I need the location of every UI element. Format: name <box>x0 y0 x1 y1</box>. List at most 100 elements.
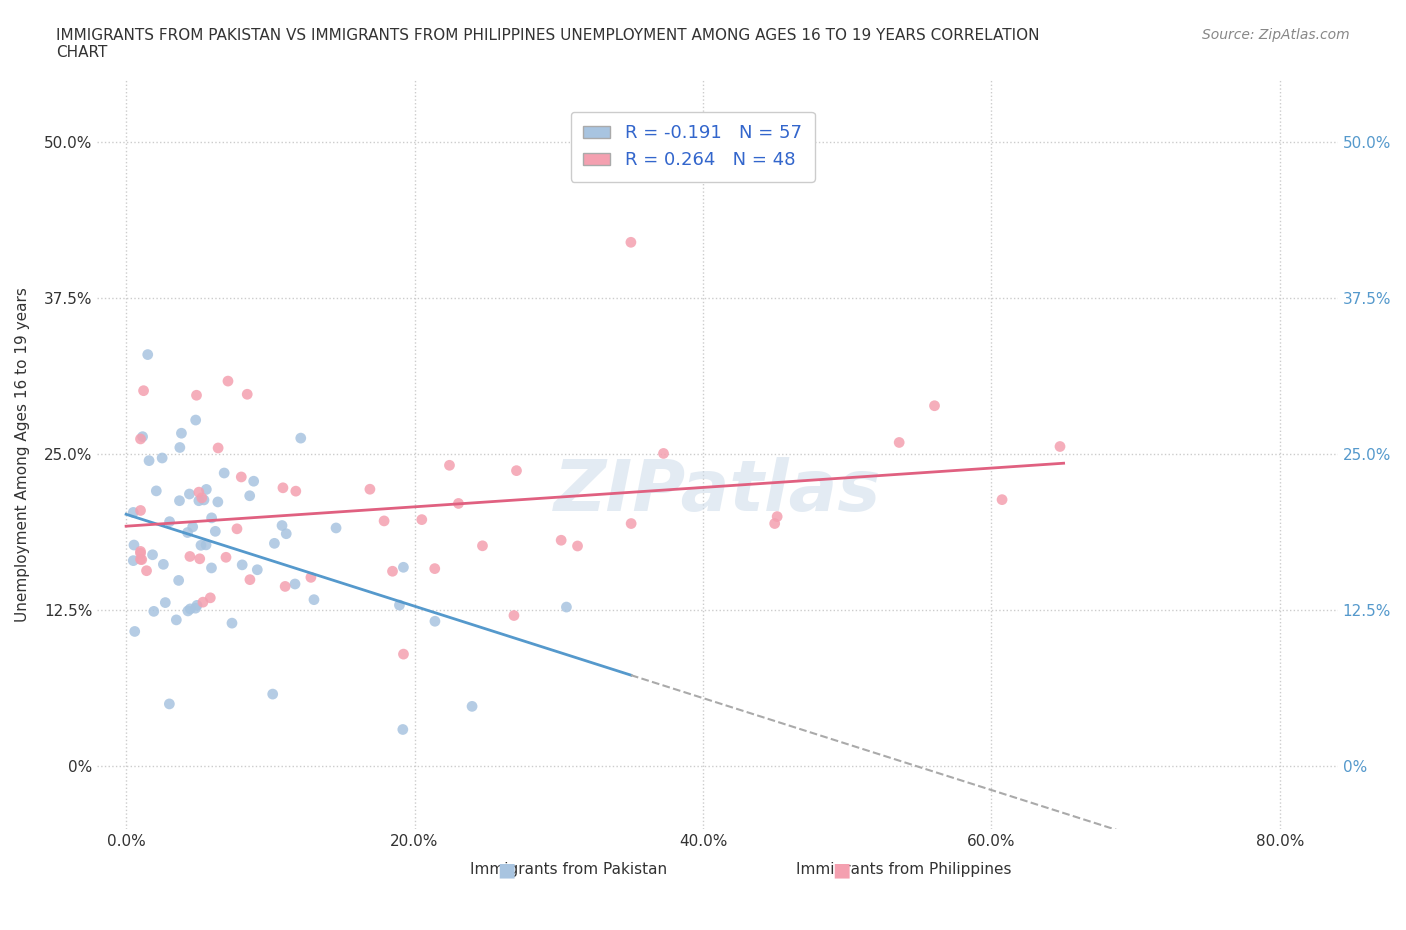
Point <box>181 520 204 535</box>
Point <box>392 646 415 661</box>
Point <box>155 595 177 610</box>
Point <box>170 426 193 441</box>
Point <box>620 516 643 531</box>
Point <box>215 550 238 565</box>
Point <box>177 604 200 618</box>
Point <box>299 570 322 585</box>
Point <box>231 557 253 572</box>
Point <box>392 560 415 575</box>
Point <box>388 598 411 613</box>
Point <box>129 551 152 566</box>
Point <box>122 538 145 552</box>
Legend: R = -0.191   N = 57, R = 0.264   N = 48: R = -0.191 N = 57, R = 0.264 N = 48 <box>571 112 814 182</box>
Point <box>373 513 395 528</box>
Point <box>242 473 264 488</box>
Point <box>567 538 589 553</box>
Point <box>204 524 226 538</box>
Point <box>138 453 160 468</box>
Point <box>239 488 262 503</box>
Point <box>411 512 433 527</box>
Point <box>889 435 911 450</box>
Point <box>276 526 298 541</box>
Point <box>263 536 285 551</box>
Point <box>187 485 209 499</box>
Point <box>239 572 262 587</box>
Point <box>439 458 461 472</box>
Point <box>129 546 152 561</box>
Point <box>207 495 229 510</box>
Point <box>179 549 201 564</box>
Point <box>555 600 578 615</box>
Point <box>129 544 152 559</box>
Point <box>176 525 198 540</box>
Point <box>190 538 212 552</box>
Point <box>188 551 211 566</box>
Point <box>165 613 187 628</box>
Point <box>136 347 159 362</box>
Point <box>186 388 208 403</box>
Point <box>200 561 222 576</box>
Point <box>620 235 643 250</box>
Text: Source: ZipAtlas.com: Source: ZipAtlas.com <box>1202 28 1350 42</box>
Point <box>217 374 239 389</box>
Point <box>124 624 146 639</box>
Point <box>141 548 163 563</box>
Point <box>236 387 259 402</box>
Text: Immigrants from Philippines: Immigrants from Philippines <box>796 861 1011 877</box>
Point <box>191 490 214 505</box>
Point <box>135 564 157 578</box>
Point <box>392 722 415 737</box>
Text: ■: ■ <box>832 861 851 880</box>
Point <box>284 484 307 498</box>
Point <box>461 699 484 714</box>
Point <box>191 594 214 609</box>
Point <box>924 398 946 413</box>
Text: ZIPatlas: ZIPatlas <box>554 458 882 526</box>
Point <box>145 484 167 498</box>
Point <box>195 482 218 497</box>
Point <box>271 481 294 496</box>
Point <box>122 505 145 520</box>
Point <box>246 563 269 578</box>
Point <box>142 604 165 618</box>
Y-axis label: Unemployment Among Ages 16 to 19 years: Unemployment Among Ages 16 to 19 years <box>15 287 30 622</box>
Point <box>131 552 153 567</box>
Point <box>186 598 208 613</box>
Point <box>359 482 381 497</box>
Point <box>184 413 207 428</box>
Point <box>290 431 312 445</box>
Point <box>503 608 526 623</box>
Point <box>221 616 243 631</box>
Point <box>200 591 222 605</box>
Point <box>129 432 152 446</box>
Point <box>447 496 470 511</box>
Point <box>193 493 215 508</box>
Point <box>302 592 325 607</box>
Point <box>169 440 191 455</box>
Point <box>159 514 181 529</box>
Point <box>550 533 572 548</box>
Point <box>179 486 201 501</box>
Point <box>157 697 180 711</box>
Point <box>381 564 404 578</box>
Point <box>284 577 307 591</box>
Point <box>122 553 145 568</box>
Point <box>231 470 253 485</box>
Point <box>766 509 789 524</box>
Point <box>262 686 284 701</box>
Point <box>187 493 209 508</box>
Point <box>131 430 153 445</box>
Text: Immigrants from Pakistan: Immigrants from Pakistan <box>470 861 668 877</box>
Point <box>184 601 207 616</box>
Point <box>207 441 229 456</box>
Point <box>212 466 235 481</box>
Point <box>152 557 174 572</box>
Point <box>325 521 347 536</box>
Point <box>150 450 173 465</box>
Point <box>226 522 249 537</box>
Point <box>1049 439 1071 454</box>
Point <box>169 493 191 508</box>
Point <box>179 602 201 617</box>
Point <box>991 492 1014 507</box>
Point <box>167 573 190 588</box>
